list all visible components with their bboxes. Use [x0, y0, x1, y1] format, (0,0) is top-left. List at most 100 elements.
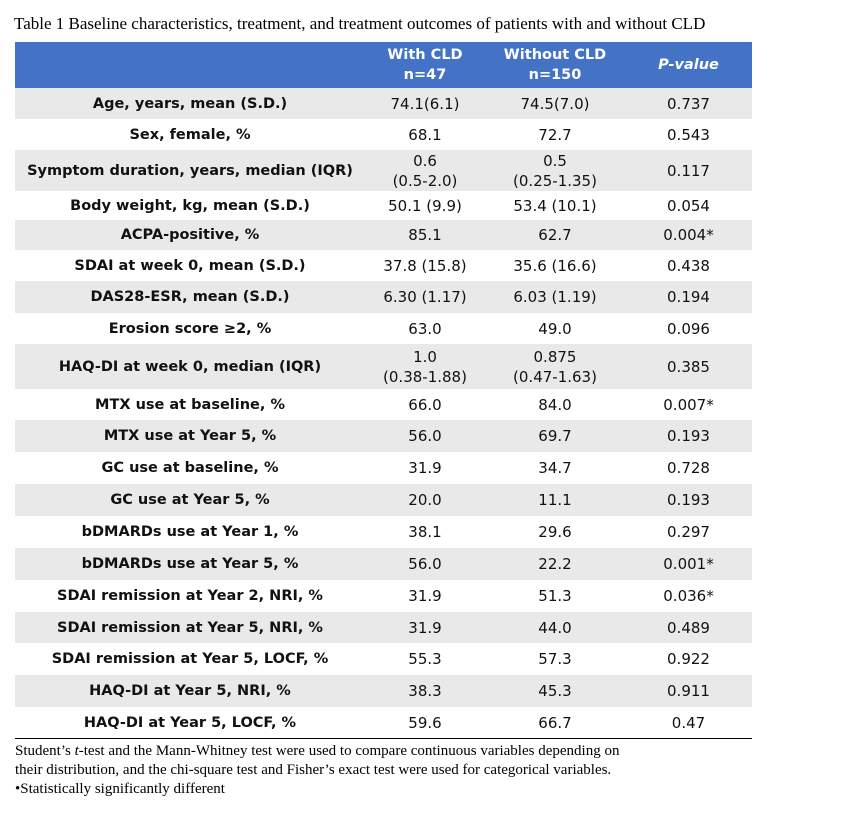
row-label: HAQ-DI at Year 5, LOCF, % [83, 714, 297, 731]
cell-line: (0.47-1.63) [513, 367, 597, 386]
footnote-text: •Statistically significantly different [15, 781, 225, 797]
table-cell: 6.03 (1.19) [513, 288, 597, 306]
footnote-line: their distribution, and the chi-square t… [15, 761, 619, 780]
table-cell: 0.875 (0.47-1.63) [485, 344, 625, 389]
table-cell: 55.3 [408, 650, 442, 668]
row-background [15, 580, 752, 612]
footnote-text: their distribution, and the chi-square t… [15, 762, 612, 778]
table-cell: 44.0 [538, 618, 572, 637]
row-label: ACPA-positive, % [120, 227, 260, 243]
table-cell: 38.3 [408, 682, 442, 700]
table-cell: 0.385 [667, 357, 710, 376]
table-cell: 53.4 (10.1) [513, 196, 597, 215]
row-background [15, 420, 752, 452]
row-label: Erosion score ≥2, % [108, 320, 272, 337]
table-cell: 85.1 [408, 226, 442, 244]
table-cell: 31.9 [408, 459, 442, 477]
row-background [15, 313, 752, 344]
row-background [15, 548, 752, 580]
row-background [15, 220, 752, 250]
table-cell: 59.6 [408, 713, 442, 732]
table-cell: 56.0 [408, 555, 442, 573]
row-label: GC use at baseline, % [101, 460, 279, 476]
table-cell: 50.1 (9.9) [388, 196, 462, 215]
column-header: Without CLD n=150 [485, 42, 625, 88]
table-cell: 56.0 [408, 427, 442, 445]
header-background [15, 42, 752, 88]
table-cell: 0.007* [663, 395, 714, 414]
cell-line: 1.0 [413, 347, 437, 366]
table-cell: 0.194 [667, 288, 710, 306]
table-cell: 66.0 [408, 395, 442, 414]
table-cell: 0.911 [667, 682, 710, 700]
row-background [15, 452, 752, 484]
row-label: MTX use at Year 5, % [103, 428, 277, 444]
footnote-text: Student’s [15, 743, 75, 759]
table-cell: 31.9 [408, 587, 442, 605]
table-cell: 57.3 [538, 650, 572, 668]
table-cell: 0.193 [667, 491, 710, 509]
table-cell: 49.0 [538, 319, 572, 338]
table-cell: 0.489 [667, 618, 710, 637]
row-background [15, 612, 752, 643]
footnote-text: t [74, 743, 79, 759]
table-cell: 66.7 [538, 713, 572, 732]
column-header: With CLD n=47 [365, 42, 485, 88]
row-label: HAQ-DI at week 0, median (IQR) [58, 358, 322, 375]
table-cell: 20.0 [408, 491, 442, 509]
row-background [15, 389, 752, 420]
row-label: Symptom duration, years, median (IQR) [27, 162, 353, 179]
row-label: SDAI remission at Year 5, LOCF, % [51, 651, 329, 667]
table-cell: 35.6 (16.6) [513, 256, 597, 275]
table-cell: 0.438 [667, 256, 710, 275]
row-label: Body weight, kg, mean (S.D.) [70, 197, 310, 214]
row-label: GC use at Year 5, % [110, 492, 270, 508]
footnote-line: Student’s t-test and the Mann-Whitney te… [15, 742, 619, 761]
table-cell: 6.30 (1.17) [383, 288, 467, 306]
column-header: P-value [625, 42, 752, 88]
cell-line: Without CLD [503, 47, 607, 63]
row-label: SDAI remission at Year 2, NRI, % [57, 588, 323, 604]
row-background [15, 150, 752, 191]
table-cell: 74.5(7.0) [520, 94, 590, 113]
table-cell: 0.036* [663, 587, 714, 605]
row-label: Sex, female, % [129, 126, 251, 143]
row-label: SDAI remission at Year 5, NRI, % [57, 619, 323, 636]
table-cell: 38.1 [408, 523, 442, 541]
row-background [15, 281, 752, 313]
table-cell: 11.1 [538, 491, 572, 509]
cell-line: 0.5 [543, 151, 567, 170]
table-title: Table 1 Baseline characteristics, treatm… [14, 14, 706, 33]
cell-line: (0.25-1.35) [513, 171, 597, 190]
table-cell: 68.1 [408, 125, 442, 144]
cell-line: n=150 [528, 67, 582, 83]
table-cell: 22.2 [538, 555, 572, 573]
table-cell: 37.8 (15.8) [383, 256, 467, 275]
table-cell: 0.193 [667, 427, 710, 445]
table-cell: 51.3 [538, 587, 572, 605]
table-cell: 29.6 [538, 523, 572, 541]
row-background [15, 344, 752, 389]
cell-line: (0.38-1.88) [383, 367, 467, 386]
table-cell: 0.922 [667, 650, 710, 668]
table-cell: 69.7 [538, 427, 572, 445]
row-label: MTX use at baseline, % [95, 396, 285, 413]
row-background [15, 191, 752, 220]
table-cell: 0.054 [667, 196, 710, 215]
row-label: HAQ-DI at Year 5, NRI, % [89, 683, 291, 699]
table-cell: 0.001* [663, 555, 714, 573]
table-cell: 84.0 [538, 395, 572, 414]
table-cell: 0.096 [667, 319, 710, 338]
table-cell: 0.737 [667, 94, 710, 113]
row-label: bDMARDs use at Year 1, % [81, 524, 299, 540]
table-cell: 0.117 [667, 161, 710, 180]
table-cell: 0.6 (0.5-2.0) [365, 150, 485, 191]
row-background [15, 250, 752, 281]
row-label: DAS28-ESR, mean (S.D.) [90, 289, 290, 305]
table-cell: 1.0 (0.38-1.88) [365, 344, 485, 389]
table-cell: 0.543 [667, 125, 710, 144]
table-cell: 62.7 [538, 226, 572, 244]
cell-line: 0.6 [413, 151, 437, 170]
row-label: Age, years, mean (S.D.) [92, 95, 288, 112]
